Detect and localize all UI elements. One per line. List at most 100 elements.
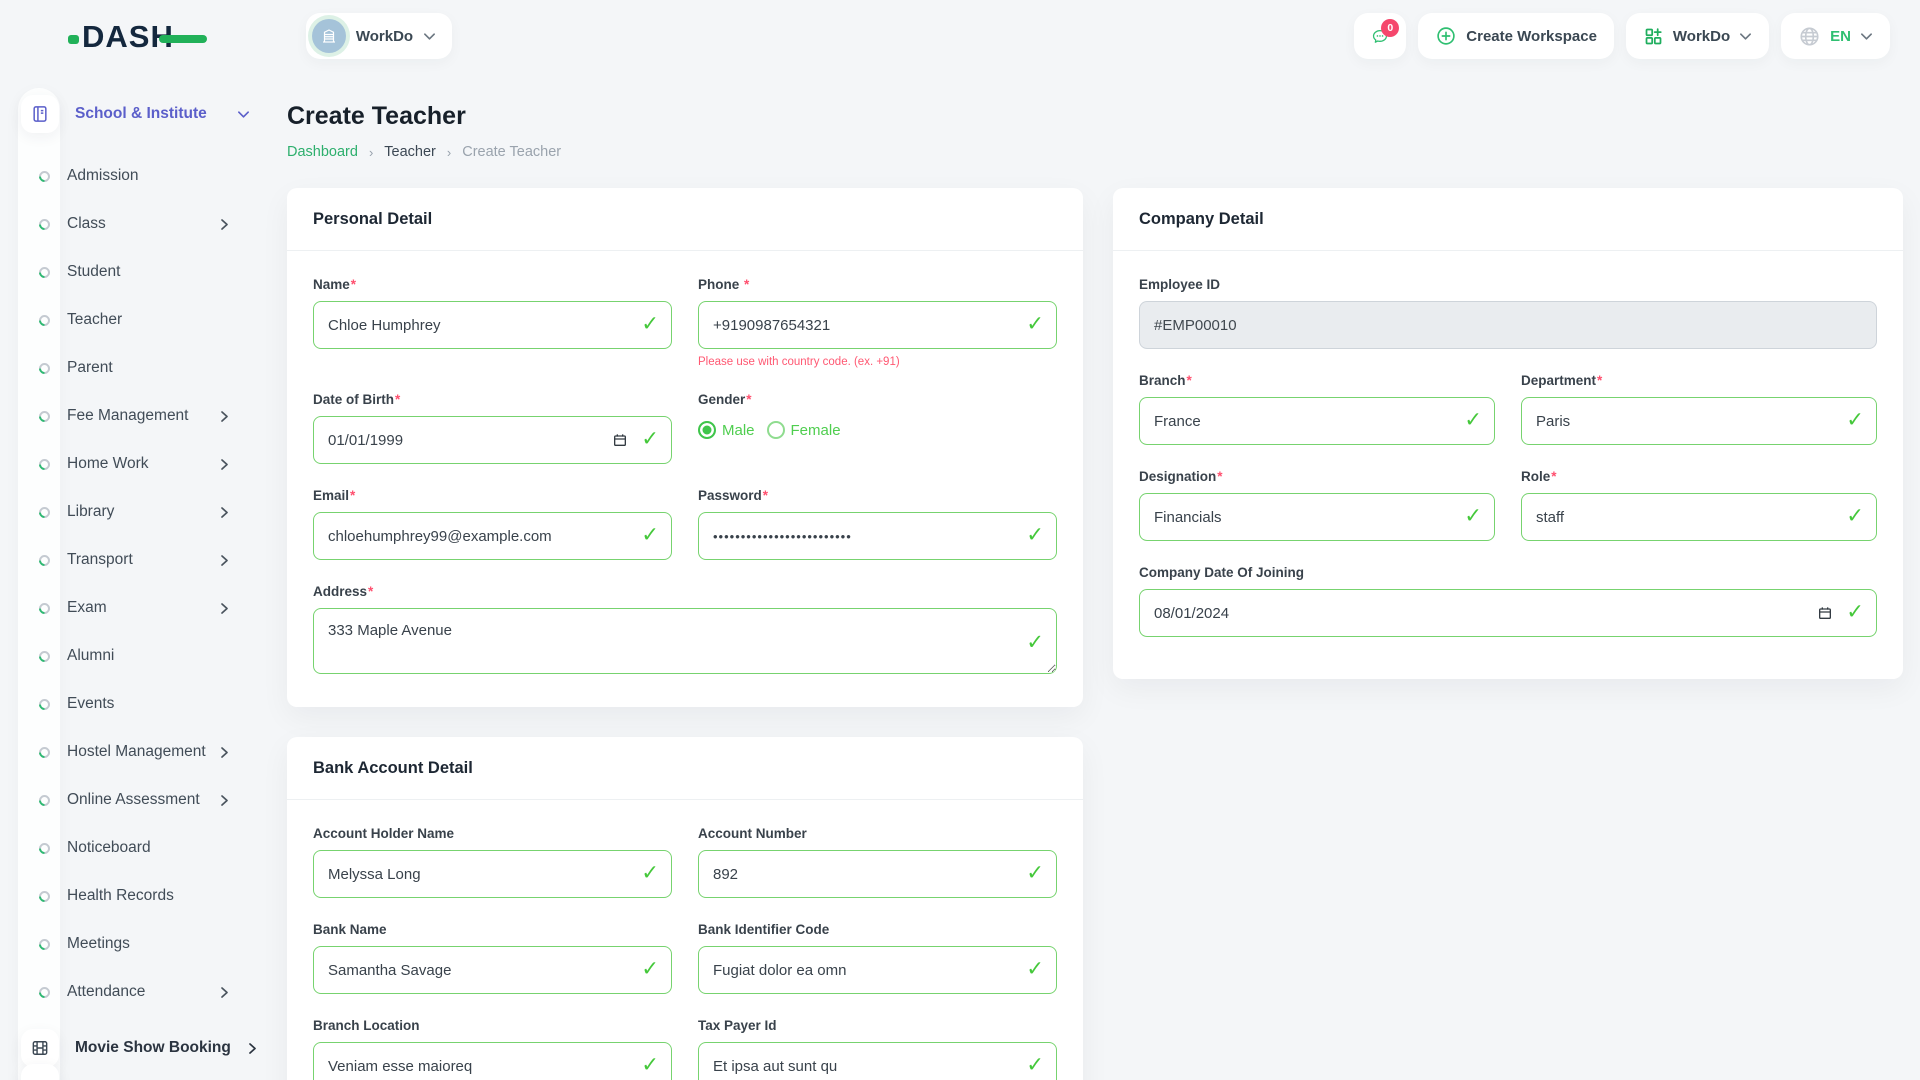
bullet-icon [36,744,53,760]
bullet-icon [36,840,53,856]
sidebar-item-movie-show-booking[interactable]: Movie Show Booking [21,1026,262,1070]
account-holder-field[interactable] [313,850,672,898]
sidebar-item-parent[interactable]: Parent [0,344,262,392]
workspace-switcher[interactable]: WorkDo [305,13,453,59]
sidebar-item-transport[interactable]: Transport [0,536,262,584]
valid-check-icon: ✓ [641,860,659,885]
gender-label: Gender* [698,392,752,407]
branch-label: Branch* [1139,373,1192,388]
branch-field[interactable] [1139,397,1495,445]
sidebar-item-noticeboard[interactable]: Noticeboard [0,824,262,872]
bank-identifier-label: Bank Identifier Code [698,922,830,937]
valid-check-icon: ✓ [1026,1052,1044,1077]
email-field[interactable] [313,512,672,560]
language-menu-button[interactable]: EN [1781,13,1890,59]
sidebar-item-fee-management[interactable]: Fee Management [0,392,262,440]
sidebar-bottom-icon-holder [21,1064,59,1080]
apps-icon [1645,27,1662,44]
valid-check-icon: ✓ [1464,407,1482,432]
bank-name-field[interactable] [313,946,672,994]
valid-check-icon: ✓ [641,426,659,451]
required-asterisk: * [1551,469,1557,484]
bank-detail-card: Bank Account Detail Account Holder Name … [287,737,1083,1080]
employee-id-field [1139,301,1877,349]
branch-location-field[interactable] [313,1042,672,1080]
chevron-down-icon [424,32,436,40]
gender-male-radio[interactable]: Male [698,421,755,439]
sidebar-footer-label: Movie Show Booking [75,1039,231,1056]
valid-check-icon: ✓ [1846,599,1864,624]
joining-date-field[interactable] [1139,589,1877,637]
messages-badge: 0 [1381,19,1400,37]
topbar: DASH WorkDo [0,0,1920,59]
branch-location-label: Branch Location [313,1018,420,1033]
sidebar-item-exam[interactable]: Exam [0,584,262,632]
logo-bar [158,35,207,43]
radio-unselected-icon [766,421,785,439]
account-number-label: Account Number [698,826,807,841]
bullet-icon [36,408,53,424]
film-strip-icon [32,1041,48,1055]
sidebar-item-hostel-management[interactable]: Hostel Management [0,728,262,776]
sidebar-item-student[interactable]: Student [0,248,262,296]
name-field[interactable] [313,301,672,349]
workspace-avatar [311,19,346,53]
sidebar-item-library[interactable]: Library [0,488,262,536]
bullet-icon [36,888,53,904]
required-asterisk: * [1597,373,1603,388]
bullet-icon [36,984,53,1000]
apps-menu-button[interactable]: WorkDo [1625,13,1770,59]
sidebar-item-teacher[interactable]: Teacher [0,296,262,344]
required-asterisk: * [1186,373,1192,388]
calendar-icon[interactable] [612,432,628,448]
bullet-icon [36,552,53,568]
valid-check-icon: ✓ [641,522,659,547]
page-title: Create Teacher [287,102,466,130]
gender-female-radio[interactable]: Female [766,421,841,439]
valid-check-icon: ✓ [641,1052,659,1077]
calendar-icon[interactable] [1817,605,1833,621]
sidebar-item-alumni[interactable]: Alumni [0,632,262,680]
password-field[interactable] [698,512,1057,560]
sidebar-item-home-work[interactable]: Home Work [0,440,262,488]
sidebar-item-events[interactable]: Events [0,680,262,728]
breadcrumb-dashboard-link[interactable]: Dashboard [287,144,358,160]
valid-check-icon: ✓ [641,956,659,981]
sidebar-menu: Admission Class Student Teacher Parent F… [0,152,262,1016]
email-label: Email* [313,488,356,503]
phone-help-text: Please use with country code. (ex. +91) [698,356,900,368]
role-field[interactable] [1521,493,1877,541]
sidebar-item-class[interactable]: Class [0,200,262,248]
company-detail-title: Company Detail [1113,188,1903,251]
account-number-field[interactable] [698,850,1057,898]
language-icon [1800,26,1819,46]
sidebar-item-health-records[interactable]: Health Records [0,872,262,920]
sidebar-item-meetings[interactable]: Meetings [0,920,262,968]
designation-field[interactable] [1139,493,1495,541]
sidebar-item-admission[interactable]: Admission [0,152,262,200]
address-field[interactable]: 333 Maple Avenue [313,608,1057,674]
phone-field[interactable] [698,301,1057,349]
chevron-right-icon [221,794,228,806]
valid-check-icon: ✓ [1846,407,1864,432]
messages-button[interactable]: 0 [1354,13,1407,59]
bank-identifier-field[interactable] [698,946,1057,994]
sidebar-rail [18,88,60,1080]
section-icon-holder [21,95,59,133]
chevron-right-icon [221,410,228,422]
bullet-icon [36,696,53,712]
valid-check-icon: ✓ [1464,503,1482,528]
sidebar-section-switcher[interactable]: School & Institute [21,92,262,136]
sidebar-item-online-assessment[interactable]: Online Assessment [0,776,262,824]
chevron-down-icon [1861,32,1872,40]
bullet-icon [36,648,53,664]
department-field[interactable] [1521,397,1877,445]
bullet-icon [36,168,53,184]
sidebar-item-attendance[interactable]: Attendance [0,968,262,1016]
dob-field[interactable] [313,416,672,464]
tax-payer-field[interactable] [698,1042,1057,1080]
valid-check-icon: ✓ [1026,630,1044,654]
create-workspace-button[interactable]: Create Workspace [1418,13,1614,59]
name-label: Name* [313,277,357,292]
